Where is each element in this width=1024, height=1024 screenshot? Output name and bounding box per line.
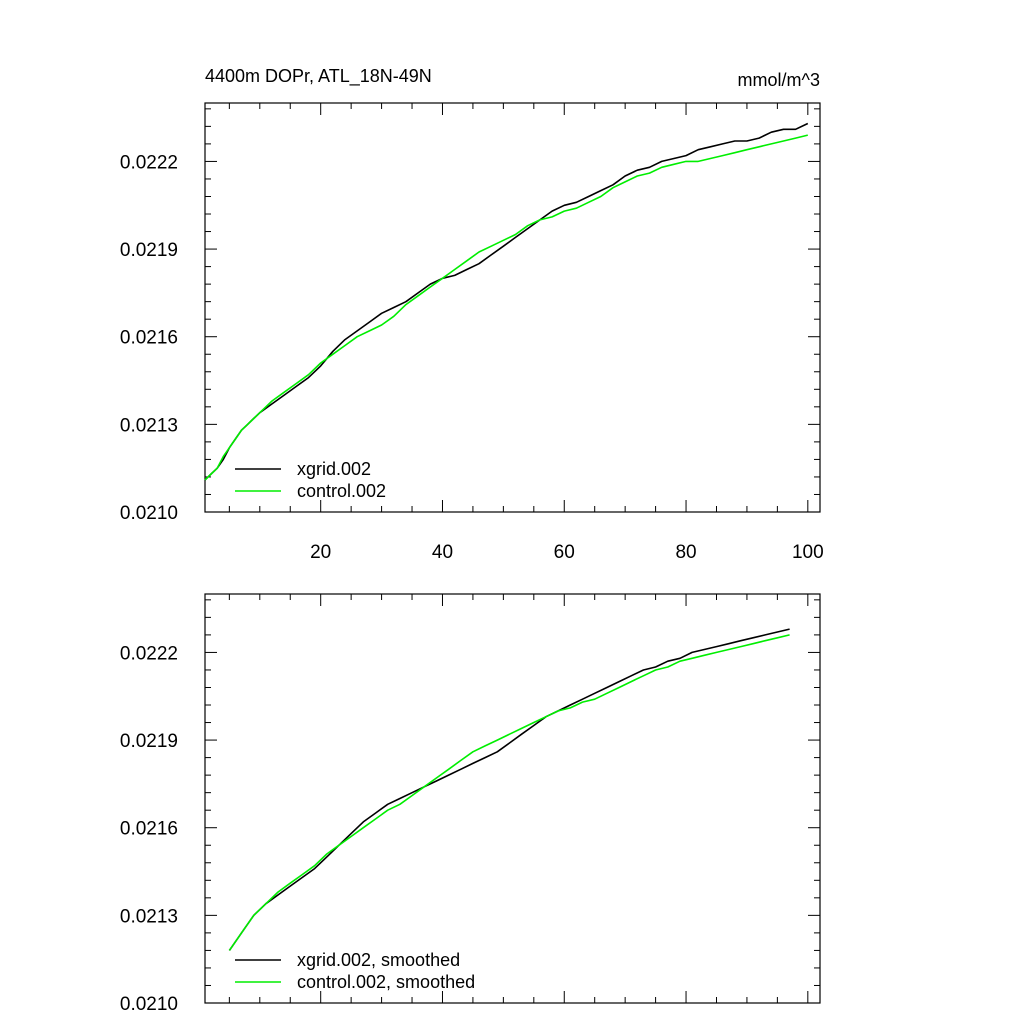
x-tick-label: 20	[310, 542, 331, 563]
y-tick-label: 0.0219	[120, 731, 178, 752]
x-tick-label: 40	[432, 542, 453, 563]
series-line-xgrid-002	[204, 122, 809, 481]
y-tick-label: 0.0210	[120, 503, 178, 524]
series-line-xgrid-002-smoothed	[228, 628, 790, 951]
legend-label: control.002, smoothed	[297, 972, 475, 992]
y-tick-label: 0.0216	[120, 819, 178, 840]
legend-label: control.002	[297, 481, 386, 501]
series-line-control-002	[204, 134, 808, 481]
plot-frame	[204, 102, 821, 513]
units-label: mmol/m^3	[738, 70, 820, 90]
chart-title: 4400m DOPr, ATL_18N-49N	[205, 66, 432, 87]
x-tick-label: 60	[554, 542, 575, 563]
y-tick-label: 0.0219	[120, 240, 178, 261]
legend-label: xgrid.002, smoothed	[297, 950, 460, 970]
y-tick-label: 0.0213	[120, 906, 178, 927]
legend-label: xgrid.002	[297, 459, 371, 479]
y-tick-label: 0.0216	[120, 328, 178, 349]
panel-bottom: 0.0210 0.0213 0.0216 0.0219 0.0222 xgrid.002,…	[120, 593, 821, 1015]
y-tick-label: 0.0222	[120, 152, 178, 173]
x-tick-label: 100	[792, 542, 824, 563]
series-line-control-002-smoothed	[228, 634, 790, 951]
plot-frame	[204, 593, 821, 1004]
y-tick-label: 0.0213	[120, 415, 178, 436]
y-tick-label: 0.0210	[120, 994, 178, 1015]
panel-top: 4400m DOPr, ATL_18N-49N mmol/m^3 0.0210 0…	[120, 66, 824, 563]
x-tick-label: 80	[675, 542, 696, 563]
y-tick-label: 0.0222	[120, 643, 178, 664]
